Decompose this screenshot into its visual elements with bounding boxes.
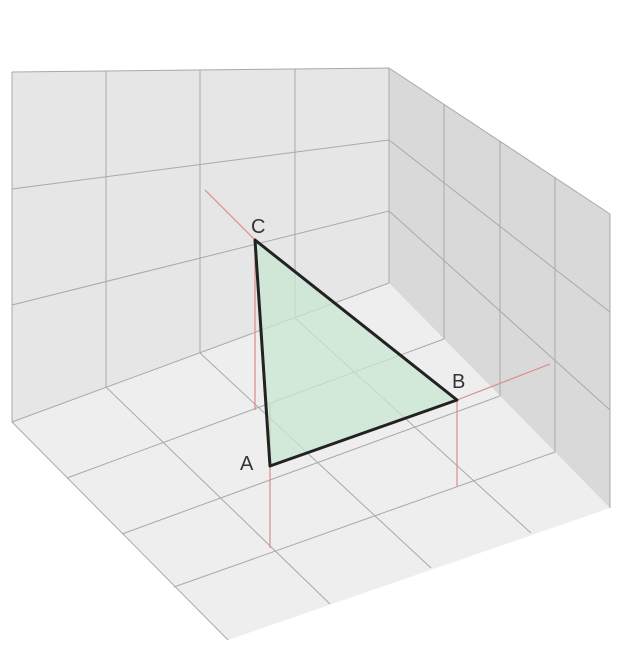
triangle-abc [253,238,459,468]
floor [12,283,610,640]
back-wall-grid [11,67,390,422]
label-a: A [240,453,254,475]
right-wall-grid [388,67,611,508]
label-b: B [452,371,465,393]
label-c: C [251,216,265,238]
